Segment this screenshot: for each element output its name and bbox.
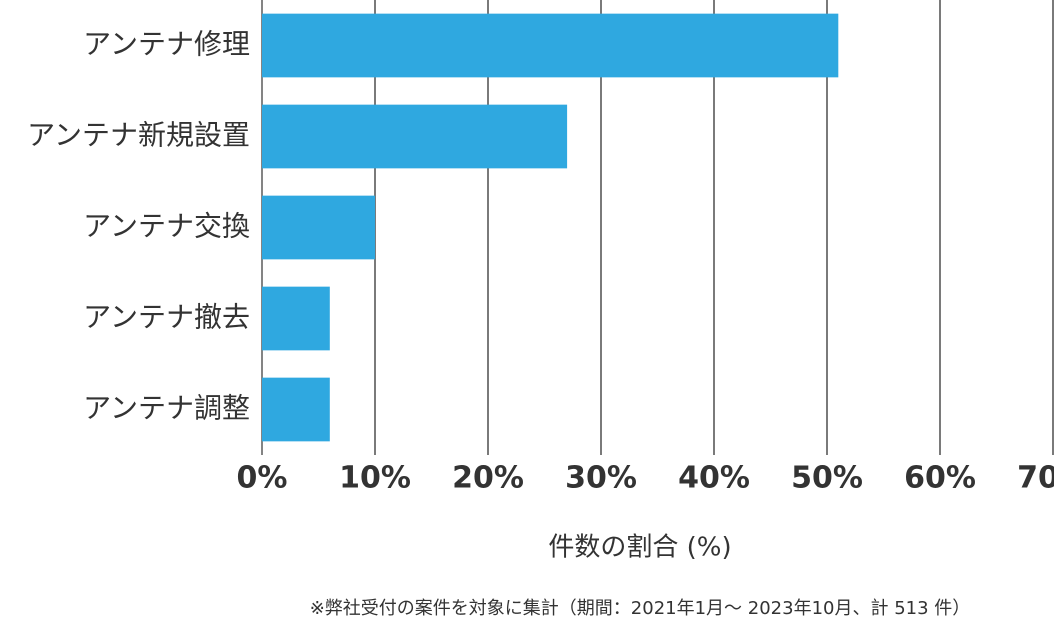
footnote: ※弊社受付の案件を対象に集計（期間：2021年1月～ 2023年10月、計 51…: [310, 598, 971, 619]
bar: [262, 286, 330, 351]
x-tick-label: 30%: [565, 461, 637, 496]
bar: [262, 377, 330, 442]
y-tick-label: アンテナ交換: [83, 210, 250, 243]
y-tick-label: アンテナ新規設置: [27, 119, 250, 152]
y-tick-label: アンテナ調整: [83, 392, 250, 425]
bar: [262, 13, 839, 78]
x-tick-label: 40%: [678, 461, 750, 496]
x-axis-label: 件数の割合 (%): [548, 533, 731, 563]
x-tick-label: 70%: [1017, 461, 1054, 496]
y-tick-label: アンテナ撤去: [83, 301, 250, 334]
y-tick-label: アンテナ修理: [83, 28, 250, 61]
bar: [262, 195, 375, 260]
bar: [262, 104, 568, 169]
x-tick-label: 20%: [452, 461, 524, 496]
x-tick-label: 60%: [904, 461, 976, 496]
x-tick-label: 0%: [237, 461, 288, 496]
x-tick-label: 10%: [339, 461, 411, 496]
x-tick-label: 50%: [791, 461, 863, 496]
